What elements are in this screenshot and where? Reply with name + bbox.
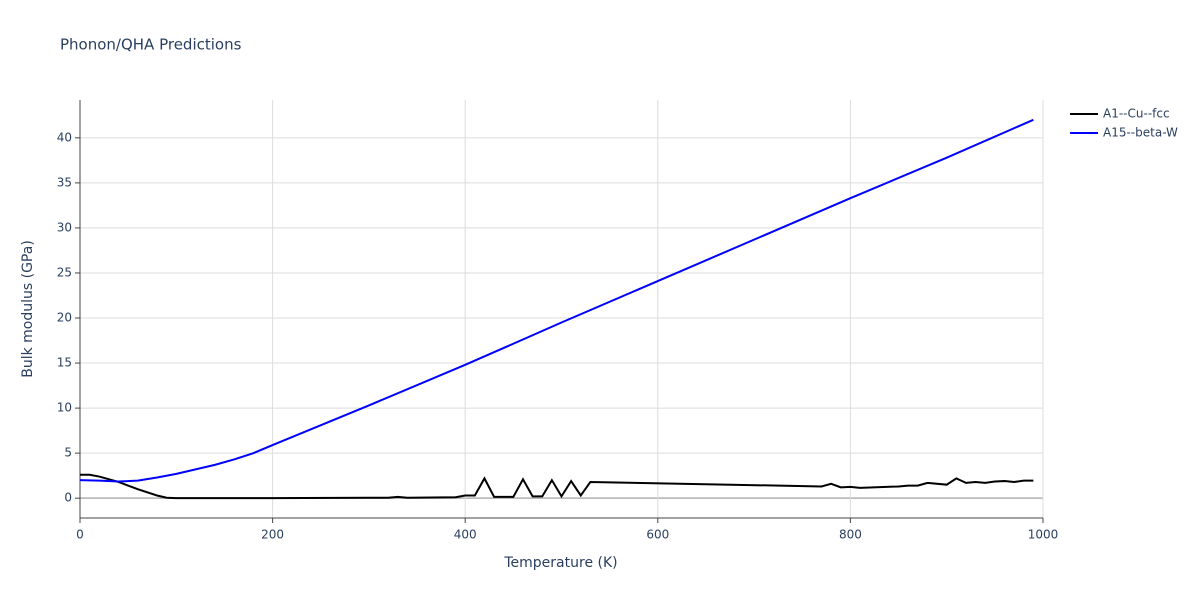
series-line (80, 473, 1034, 500)
y-tick-label: 35 (57, 175, 72, 189)
y-tick-label: 40 (57, 130, 72, 144)
y-tick-label: 10 (57, 401, 72, 415)
y-tick-label: 0 (64, 491, 72, 505)
x-tick-label: 800 (839, 528, 862, 542)
legend-label: A15--beta-W (1103, 126, 1178, 140)
y-axis-title: Bulk modulus (GPa) (20, 240, 36, 378)
y-tick-label: 5 (64, 446, 72, 460)
x-tick-label: 200 (261, 528, 284, 542)
x-tick-label: 0 (76, 528, 84, 542)
chart-title: Phonon/QHA Predictions (60, 36, 242, 54)
series-line (79, 118, 1034, 483)
y-tick-label: 20 (57, 311, 72, 325)
x-tick-label: 400 (454, 528, 477, 542)
y-tick-label: 30 (57, 220, 72, 234)
x-tick-label: 600 (646, 528, 669, 542)
y-tick-label: 15 (57, 356, 72, 370)
legend-label: A1--Cu--fcc (1103, 107, 1170, 121)
y-tick-label: 25 (57, 265, 72, 279)
x-axis-title: Temperature (K) (503, 555, 617, 571)
x-tick-label: 1000 (1028, 528, 1059, 542)
